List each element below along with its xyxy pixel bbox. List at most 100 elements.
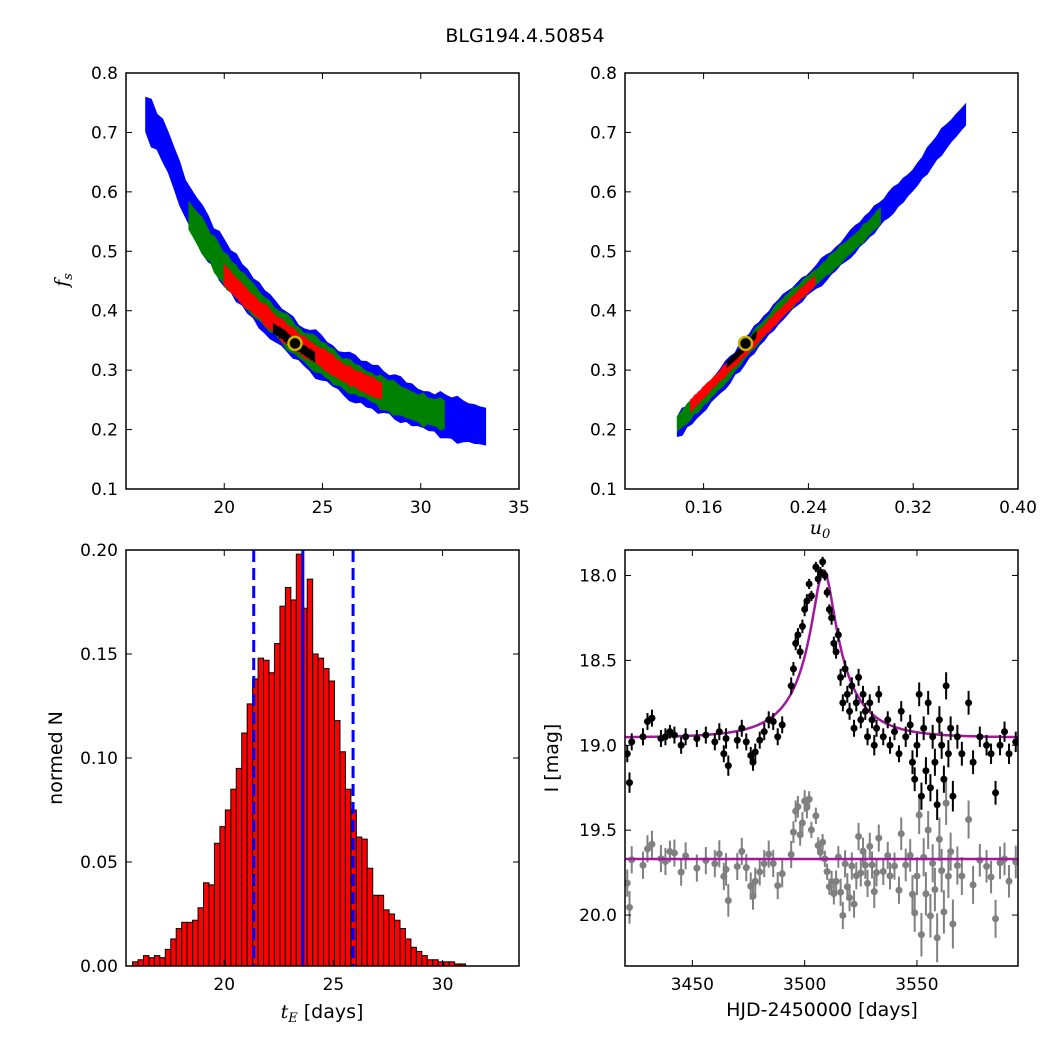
model-curve bbox=[625, 568, 1018, 739]
histogram-bar bbox=[295, 553, 303, 967]
histogram-bar bbox=[208, 884, 215, 967]
residual-point bbox=[711, 860, 719, 868]
plot-area-te-fs bbox=[145, 96, 487, 446]
data-point bbox=[794, 631, 802, 639]
histogram-bar bbox=[394, 919, 401, 967]
histogram-bar bbox=[241, 732, 248, 967]
histogram-bar bbox=[306, 578, 314, 967]
data-point bbox=[931, 758, 939, 766]
data-point bbox=[832, 648, 840, 656]
histogram-bar bbox=[263, 659, 270, 967]
region-3-sigma bbox=[145, 96, 487, 446]
residual-point bbox=[897, 830, 905, 838]
data-point bbox=[715, 728, 723, 736]
histogram-bar bbox=[273, 643, 281, 967]
plot-area-u0-fs bbox=[676, 102, 967, 438]
residual-point bbox=[751, 877, 759, 885]
residual-point bbox=[911, 909, 919, 917]
residual-point bbox=[769, 859, 777, 867]
x-tick-label: 3450 bbox=[671, 975, 714, 995]
data-point bbox=[935, 716, 943, 724]
residual-point bbox=[850, 900, 858, 908]
xlabel-te-sub: E bbox=[287, 1011, 298, 1026]
data-point bbox=[751, 748, 759, 756]
data-point bbox=[859, 690, 867, 698]
best-fit-marker bbox=[737, 335, 754, 352]
residual-point bbox=[787, 850, 795, 858]
data-point bbox=[834, 631, 842, 639]
residual-point bbox=[949, 920, 957, 928]
x-tick-label: 0.40 bbox=[999, 498, 1037, 518]
residual-point bbox=[931, 886, 939, 894]
y-tick-label: 0.2 bbox=[91, 421, 118, 441]
residual-point bbox=[841, 860, 849, 868]
histogram-bar bbox=[317, 657, 325, 967]
y-tick-label: 0.1 bbox=[590, 480, 617, 500]
data-point bbox=[983, 741, 991, 749]
data-point bbox=[670, 731, 678, 739]
histogram-bar bbox=[355, 836, 363, 967]
x-tick-label: 20 bbox=[213, 975, 235, 995]
panel-te-histogram: 0.00 0.05 0.10 0.15 0.20 20 25 30 tE [days] nor… bbox=[45, 541, 520, 1026]
residual-point bbox=[933, 934, 941, 942]
data-point bbox=[929, 733, 937, 741]
y-tick-label: 0.8 bbox=[590, 64, 617, 84]
y-tick-label: 0.8 bbox=[91, 64, 118, 84]
residual-point bbox=[682, 852, 690, 860]
data-point bbox=[987, 750, 995, 758]
residual-point bbox=[789, 828, 797, 836]
residual-point bbox=[742, 864, 750, 872]
data-point bbox=[722, 734, 730, 742]
histogram-bar bbox=[388, 913, 396, 967]
histogram-bar bbox=[284, 586, 292, 967]
data-point bbox=[625, 779, 633, 787]
data-point bbox=[897, 707, 905, 715]
residual-point bbox=[875, 834, 883, 842]
data-point bbox=[890, 728, 898, 736]
residual-point bbox=[760, 860, 768, 868]
residual-point bbox=[935, 835, 943, 843]
residual-point bbox=[848, 862, 856, 870]
data-point bbox=[855, 673, 863, 681]
light-curve-content bbox=[625, 556, 1018, 963]
residual-point bbox=[839, 911, 847, 919]
data-point bbox=[724, 762, 732, 770]
residual-point bbox=[625, 879, 631, 887]
residual-point bbox=[765, 850, 773, 858]
data-point bbox=[828, 614, 836, 622]
ylabel-fs: fs bbox=[51, 273, 76, 289]
data-point bbox=[720, 750, 728, 758]
data-point bbox=[913, 741, 921, 749]
data-point bbox=[682, 733, 690, 741]
plot-area-light-curve bbox=[625, 556, 1018, 963]
histogram-bar bbox=[290, 599, 297, 967]
data-point bbox=[756, 736, 764, 744]
residual-point bbox=[857, 869, 865, 877]
histogram-bar bbox=[328, 680, 336, 967]
residual-point bbox=[861, 861, 869, 869]
data-point bbox=[843, 690, 851, 698]
best-fit-marker bbox=[287, 335, 303, 352]
data-point bbox=[940, 775, 948, 783]
histogram-bar bbox=[148, 957, 155, 967]
residual-point bbox=[895, 886, 903, 894]
data-point bbox=[812, 563, 820, 571]
data-point bbox=[953, 733, 961, 741]
y-tick-label: 18.5 bbox=[579, 651, 617, 671]
residual-point bbox=[886, 872, 894, 880]
data-point bbox=[733, 736, 741, 744]
residual-point bbox=[648, 840, 656, 848]
data-point bbox=[738, 724, 746, 732]
histogram-bar bbox=[224, 809, 232, 967]
histogram-bar bbox=[421, 955, 428, 967]
ticks-te-fs: 0.1 0.2 0.3 0.4 0.5 0.6 0.7 0.8 20 25 30 35 bbox=[91, 64, 530, 518]
histogram-bar bbox=[383, 909, 390, 967]
figure-title: BLG194.4.50854 bbox=[445, 25, 604, 47]
residual-point bbox=[924, 826, 932, 834]
histogram-bar bbox=[350, 809, 357, 967]
y-tick-label: 0.7 bbox=[590, 123, 617, 143]
y-tick-label: 0.3 bbox=[91, 361, 118, 381]
ticks-u0-fs: 0.1 0.2 0.3 0.4 0.5 0.6 0.7 0.8 0.16 0.24 0.32 0.40 bbox=[590, 64, 1037, 518]
data-point bbox=[917, 792, 925, 800]
histogram-bar bbox=[334, 720, 341, 967]
